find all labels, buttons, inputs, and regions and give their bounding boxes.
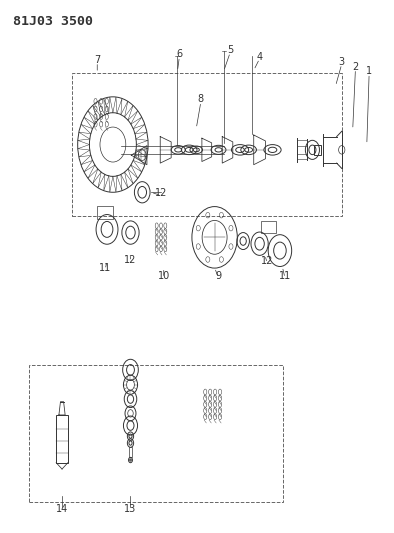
Text: 13: 13 bbox=[125, 504, 137, 514]
Text: 12: 12 bbox=[261, 256, 273, 266]
Bar bbox=[314, 144, 321, 155]
Text: 12: 12 bbox=[124, 255, 137, 264]
Text: 11: 11 bbox=[279, 271, 291, 281]
Bar bbox=[72, 73, 342, 216]
Text: 10: 10 bbox=[158, 271, 170, 281]
Text: 8: 8 bbox=[198, 94, 204, 104]
Bar bbox=[261, 221, 276, 233]
Bar bbox=[128, 447, 132, 457]
Text: 1: 1 bbox=[366, 67, 372, 76]
Bar bbox=[29, 365, 283, 503]
Text: 9: 9 bbox=[216, 271, 221, 281]
Bar bbox=[97, 206, 113, 219]
Text: 14: 14 bbox=[56, 504, 68, 514]
Text: 5: 5 bbox=[227, 45, 233, 55]
Text: 12: 12 bbox=[155, 188, 167, 198]
Text: 7: 7 bbox=[94, 55, 100, 64]
Text: 81J03 3500: 81J03 3500 bbox=[13, 14, 93, 28]
Text: 6: 6 bbox=[177, 50, 182, 59]
Text: 4: 4 bbox=[256, 52, 263, 61]
Bar bbox=[56, 415, 68, 463]
Text: 11: 11 bbox=[99, 263, 111, 272]
Text: 2: 2 bbox=[352, 62, 359, 71]
Text: 3: 3 bbox=[339, 57, 345, 67]
